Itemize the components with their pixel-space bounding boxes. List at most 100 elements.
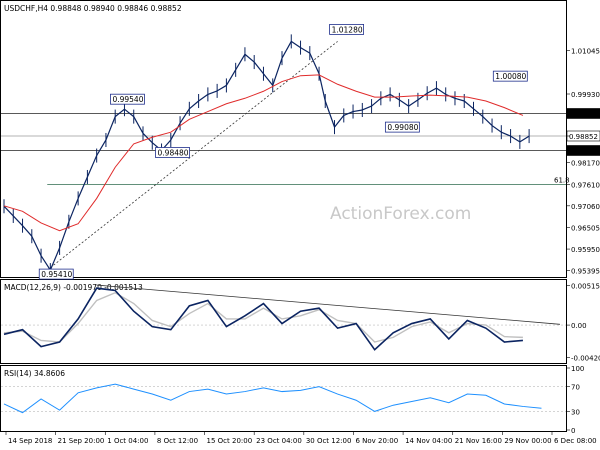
price-path-segment bbox=[324, 100, 336, 128]
price-path-segment bbox=[86, 155, 98, 178]
price-path-segment bbox=[244, 53, 255, 63]
price-path-segment bbox=[133, 116, 144, 134]
x-tick-label: 6 Nov 20:00 bbox=[355, 437, 398, 445]
price-path-segment bbox=[362, 105, 372, 111]
macd-plot bbox=[1, 284, 566, 351]
price-path-segment bbox=[300, 47, 311, 54]
price-y-tick-label: 0.95395 bbox=[571, 268, 600, 276]
price-path-segment bbox=[49, 247, 61, 271]
x-tick-label: 1 Oct 04:00 bbox=[107, 437, 148, 445]
rsi-y-tick-label: 100 bbox=[571, 365, 584, 373]
price-path-segment bbox=[3, 205, 14, 217]
price-panel-frame bbox=[0, 0, 567, 278]
price-badge: 0.99080 bbox=[387, 123, 418, 132]
price-path-segment bbox=[473, 108, 484, 118]
price-y-tick-label: 0.95950 bbox=[571, 246, 600, 254]
price-path-segment bbox=[77, 176, 88, 199]
price-path-segment bbox=[501, 131, 511, 137]
macd-y-tick-label: 0.005154 bbox=[571, 282, 600, 290]
macd-panel-title: MACD(12,26,9) -0.001970 -0.001513 bbox=[4, 283, 143, 292]
price-badge: 0.99540 bbox=[112, 95, 143, 104]
price-path-segment bbox=[105, 116, 116, 141]
price-y-tick-label: 0.99930 bbox=[571, 91, 600, 99]
price-path-segment bbox=[96, 139, 107, 156]
price-path-segment bbox=[380, 93, 391, 99]
price-path-segment bbox=[216, 84, 227, 92]
price-path-segment bbox=[436, 87, 447, 95]
rsi-line bbox=[3, 383, 542, 414]
macd-y-tick-label: -0.004205 bbox=[571, 354, 600, 362]
price-badge-frame bbox=[155, 147, 190, 158]
price-path-segment bbox=[253, 61, 264, 75]
price-path-segment bbox=[262, 73, 274, 86]
price-path-segment bbox=[463, 100, 474, 110]
price-path-segment bbox=[198, 93, 209, 102]
price-path-segment bbox=[207, 90, 218, 95]
x-tick-label: 14 Nov 04:00 bbox=[405, 437, 452, 445]
macd-trend-line bbox=[96, 284, 561, 325]
price-path-segment bbox=[309, 52, 320, 74]
macd-y-tick-label: 0.00 bbox=[571, 322, 587, 330]
price-y-tick-label: 0.98170 bbox=[571, 160, 600, 168]
price-path-segment bbox=[334, 115, 345, 128]
price-y-tick-label: 1.01045 bbox=[571, 48, 600, 56]
price-path-segment bbox=[114, 108, 125, 118]
price-path-segment bbox=[399, 99, 409, 107]
price-path-segment bbox=[68, 198, 79, 223]
price-path-segment bbox=[318, 73, 326, 102]
price-badge: 1.00080 bbox=[495, 72, 526, 81]
price-badge: 0.95410 bbox=[41, 270, 72, 279]
price-path-segment bbox=[188, 100, 199, 110]
x-tick-label: 6 Dec 08:00 bbox=[554, 437, 597, 445]
price-tag-frame bbox=[566, 108, 600, 119]
price-path-segment bbox=[40, 255, 51, 271]
price-path-segment bbox=[482, 116, 493, 126]
price-path-segment bbox=[290, 40, 301, 49]
x-tick-label: 14 Sep 2018 bbox=[8, 437, 52, 445]
price-path-segment bbox=[371, 97, 382, 107]
fib-level-label: 61.8 bbox=[554, 176, 570, 184]
x-tick-label: 21 Sep 20:00 bbox=[58, 437, 105, 445]
ma-line bbox=[3, 74, 524, 232]
price-path-segment bbox=[225, 69, 237, 86]
price-panel-title: USDCHF,H4 0.98848 0.98940 0.98846 0.9885… bbox=[4, 4, 182, 13]
macd-panel-frame bbox=[0, 279, 567, 364]
price-y-tick-label: 0.97610 bbox=[571, 181, 600, 189]
rsi-plot bbox=[1, 383, 566, 414]
macd-line bbox=[3, 287, 523, 351]
price-path-segment bbox=[352, 109, 363, 113]
price-tag: 0.99430 bbox=[569, 110, 598, 118]
price-path-segment bbox=[426, 87, 437, 94]
price-path-segment bbox=[519, 135, 530, 143]
price-path-segment bbox=[31, 235, 42, 256]
x-tick-label: 8 Oct 12:00 bbox=[157, 437, 198, 445]
watermark: ActionForex.com bbox=[330, 204, 471, 224]
price-badge: 1.01280 bbox=[332, 25, 363, 34]
price-tag-frame bbox=[566, 145, 600, 156]
price-tag: 0.98480 bbox=[569, 147, 598, 155]
x-tick-label: 15 Oct 20:00 bbox=[207, 437, 253, 445]
price-y-tick-label: 0.96505 bbox=[571, 224, 600, 232]
rsi-y-tick-label: 30 bbox=[571, 408, 580, 416]
price-badge-frame bbox=[492, 70, 528, 82]
x-tick-label: 29 Nov 00:00 bbox=[504, 437, 551, 445]
price-path-segment bbox=[491, 125, 502, 133]
price-path-segment bbox=[235, 53, 246, 71]
price-path-segment bbox=[179, 108, 190, 124]
price-path-segment bbox=[510, 135, 521, 143]
price-path-segment bbox=[59, 221, 70, 249]
price-badge: 0.98480 bbox=[158, 148, 189, 157]
price-path-segment bbox=[170, 122, 181, 141]
price-path-segment bbox=[417, 92, 428, 101]
rsi-panel-frame bbox=[0, 365, 567, 432]
trend-line bbox=[46, 41, 338, 271]
price-path-segment bbox=[343, 110, 354, 116]
price-badge-frame bbox=[329, 24, 365, 35]
price-path-segment bbox=[12, 215, 23, 227]
price-badge-frame bbox=[110, 93, 145, 105]
price-path-segment bbox=[272, 57, 283, 86]
rsi-y-tick-label: 70 bbox=[571, 384, 580, 392]
price-path-segment bbox=[22, 225, 33, 237]
price-path-segment bbox=[124, 108, 135, 118]
price-plot: 61.8 0.95410 0.99540 0.98480 1.01280 0.99080 1… bbox=[1, 24, 600, 280]
